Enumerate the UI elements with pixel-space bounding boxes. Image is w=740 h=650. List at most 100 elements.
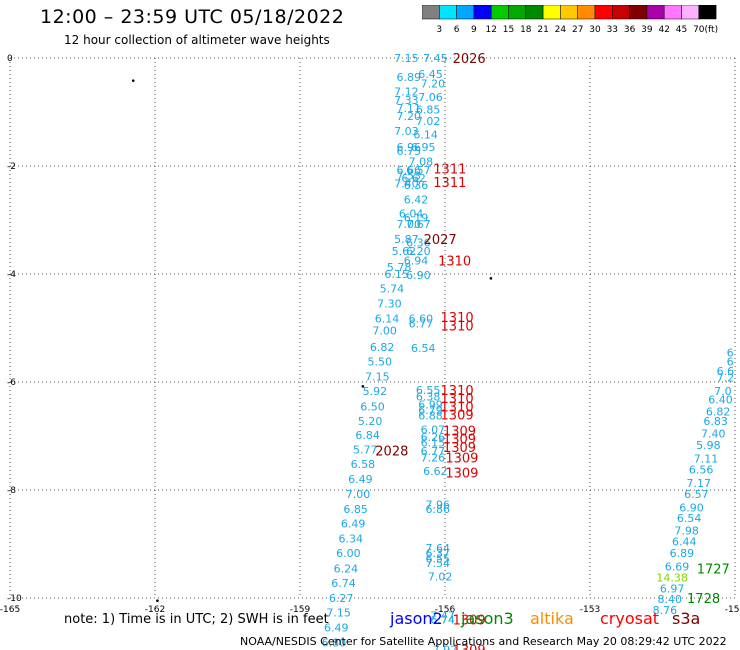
wave-height-value: 7.98 <box>674 525 699 538</box>
wave-height-value: 6.24 <box>334 562 359 575</box>
pass-time-label: 1309 <box>443 433 476 448</box>
wave-height-value: 6.37 <box>426 547 451 560</box>
wave-height-value: 5.77 <box>353 444 378 457</box>
colorbar-label: 6 <box>454 25 460 35</box>
wave-height-value: 6.15 <box>421 436 446 449</box>
pass-time-label: 2027 <box>424 233 457 248</box>
wave-height-value: 6.14 <box>375 312 400 325</box>
wave-height-value: 6.55 <box>426 553 451 566</box>
wave-height-value: 6.44 <box>672 535 697 548</box>
wave-height-value: 6.26 <box>421 431 446 444</box>
wave-height-value: 6.00 <box>336 547 361 560</box>
wave-height-value: 6.49 <box>341 517 366 530</box>
wave-height-value: 7.08 <box>409 156 434 169</box>
wave-height-value: 6.85 <box>416 103 441 116</box>
wave-height-value: 7.15 <box>365 371 390 384</box>
footer-credit: NOAA/NESDIS Center for Satellite Applica… <box>240 635 727 648</box>
y-tick-label: -4 <box>7 270 16 280</box>
wave-height-value: 6.83 <box>703 415 728 428</box>
wave-height-value: 6.89 <box>670 547 695 560</box>
colorbar-label: 9 <box>471 25 477 35</box>
colorbar-label: 21 <box>537 25 548 35</box>
x-tick-label: -162 <box>145 605 165 615</box>
wave-height-value: 7.20 <box>421 77 446 90</box>
wave-height-value: 14.38 <box>656 571 688 584</box>
wave-height-value: 6.74 <box>430 614 455 627</box>
pass-time-label: 1309 <box>443 425 476 440</box>
chart-subtitle: 12 hour collection of altimeter wave hei… <box>64 33 330 47</box>
wave-height-value: 7.02 <box>428 570 453 583</box>
wave-height-value: 7.15 <box>326 607 351 620</box>
colorbar-label: 39 <box>641 25 653 35</box>
colorbar-label: 45 <box>676 25 687 35</box>
wave-height-value: 6.58 <box>351 458 376 471</box>
wave-height-value: 7.30 <box>377 298 402 311</box>
x-tick-label: -150 <box>725 605 740 615</box>
wave-height-value: 6.49 <box>324 622 349 635</box>
wave-height-value: 7.02 <box>416 115 441 128</box>
wave-height-value: 6.77 <box>421 445 446 458</box>
pass-time-label: 1309 <box>453 614 486 629</box>
wave-height-value: 7.00 <box>346 488 371 501</box>
wave-height-value: 6.50 <box>360 400 385 413</box>
wave-height-value: 6 <box>727 355 734 368</box>
colorbar-label: 70 <box>693 25 705 35</box>
wave-height-value: 5.87 <box>394 233 419 246</box>
colorbar-swatch <box>698 5 717 20</box>
wave-height-value: 6.82 <box>370 341 395 354</box>
wave-height-value: 6.15 <box>384 268 409 281</box>
colorbar-label: 36 <box>624 25 636 35</box>
colorbar-unit: (ft) <box>705 25 719 35</box>
wave-height-value: 6.42 <box>404 193 429 206</box>
wave-height-value: 6.62 <box>401 172 426 185</box>
wave-height-value: 5.74 <box>380 283 405 296</box>
wave-height-value: 6.86 <box>426 503 451 516</box>
wave-height-value: 5.62 <box>392 245 417 258</box>
wave-height-value: 6.57 <box>684 488 709 501</box>
legend-note: note: 1) Time is in UTC; 2) SWH is in fe… <box>64 612 329 627</box>
pass-time-label: 1311 <box>433 176 466 191</box>
wave-height-value: 6.6 <box>717 365 735 378</box>
pass-time-label: 2028 <box>375 445 408 460</box>
colorbar-label: 42 <box>658 25 669 35</box>
color-scale-legend: 3 6 9 12 15 18 21 24 27 30 33 36 39 42 45 70 (ft) <box>422 5 719 35</box>
wave-height-value: 7.40 <box>701 427 726 440</box>
wave-height-value: 6.69 <box>665 561 690 574</box>
wave-height-value: 7.47 <box>430 609 455 622</box>
position-marker <box>489 277 493 280</box>
wave-height-value: 7.06 <box>418 91 443 104</box>
wave-height-value: 5.92 <box>363 385 388 398</box>
wave-height-value: 7.11 <box>397 102 422 115</box>
legend-cryosat: cryosat <box>600 609 660 628</box>
legend-altika: altika <box>530 609 574 628</box>
pass-time-label: 1727 <box>697 562 730 577</box>
wave-height-value: 7.17 <box>687 477 712 490</box>
pass-time-label: 1309 <box>443 441 476 456</box>
wave-height-value: 6.27 <box>329 592 354 605</box>
wave-height-value: 6.20 <box>406 245 431 258</box>
wave-height-value: 7.12 <box>394 85 419 98</box>
pass-time-label: 1310 <box>441 384 474 399</box>
wave-height-value: 7.92 <box>433 643 458 650</box>
wave-height-value: 6.84 <box>355 429 380 442</box>
pass-time-label: 1310 <box>438 255 471 270</box>
wave-height-value: 7.45 <box>423 52 448 65</box>
y-tick-label: 0 <box>7 54 13 64</box>
colorbar-label: 27 <box>572 25 583 35</box>
wave-height-value: 6.07 <box>421 424 446 437</box>
wave-height-value: 6.36 <box>404 179 429 192</box>
wave-height-value: 6.49 <box>348 473 373 486</box>
colorbar-label: 3 <box>436 25 442 35</box>
wave-height-value: 7.2 <box>717 372 735 385</box>
y-tick-label: -10 <box>7 594 22 604</box>
wave-height-value: 7.11 <box>694 453 719 466</box>
pass-time-label: 1310 <box>441 392 474 407</box>
wave-height-value: 8.40 <box>658 593 683 606</box>
wave-height-value: 6.38 <box>416 391 441 404</box>
pass-time-label: 1310 <box>441 311 474 326</box>
wave-height-value: 6.90 <box>679 501 704 514</box>
y-tick-label: -6 <box>7 378 16 388</box>
wave-height-value: 6.96 <box>397 141 422 154</box>
wave-height-value: 5.78 <box>387 261 412 274</box>
